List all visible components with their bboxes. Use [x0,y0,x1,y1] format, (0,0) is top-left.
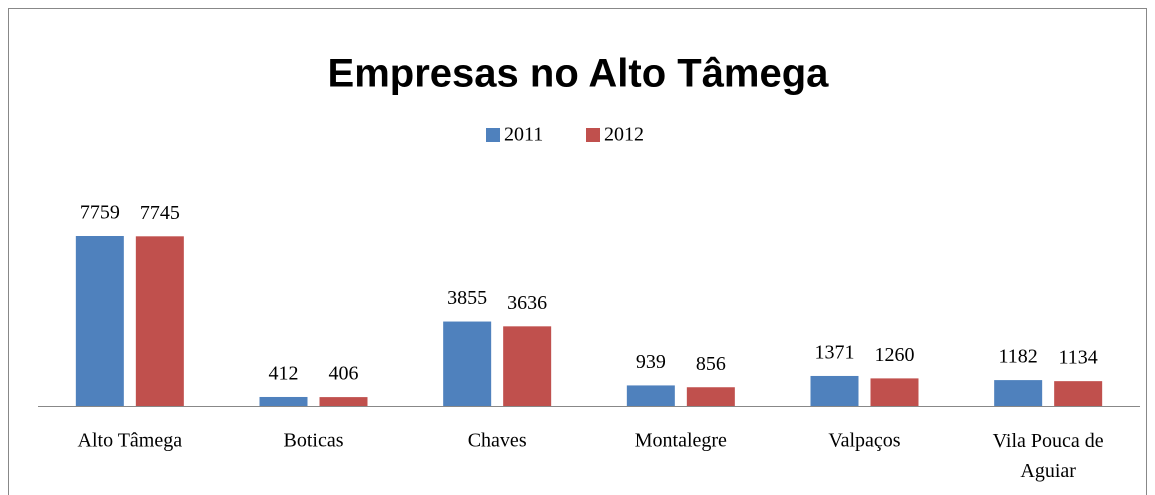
x-tick-label: Boticas [284,430,344,452]
x-tick-label: Chaves [468,430,527,452]
bar [135,236,184,406]
data-label: 1182 [999,346,1038,368]
data-label: 412 [269,363,299,385]
bar [626,385,675,406]
legend-label: 2012 [604,124,644,146]
chart-frame [8,8,1147,495]
bar [319,397,368,406]
data-label: 939 [636,351,666,373]
bar [1054,381,1103,406]
x-tick-label: Montalegre [635,430,727,452]
bar [75,236,124,406]
bar [443,321,492,406]
data-label: 1260 [875,344,915,366]
data-label: 7759 [80,202,120,224]
data-label: 3855 [447,287,487,309]
x-tick-label: Alto Tâmega [78,430,183,452]
data-label: 856 [696,353,726,375]
legend-label: 2011 [504,124,543,146]
bar [259,396,308,406]
data-label: 7745 [140,202,180,224]
bar [994,380,1043,406]
chart-title: Empresas no Alto Tâmega [328,52,830,96]
x-tick-label: Vila Pouca de Aguiar [993,430,1104,482]
data-label: 1134 [1059,347,1098,369]
bar [870,378,919,406]
bar [686,387,735,406]
x-tick-label: Valpaços [828,430,900,452]
legend-swatch [586,128,600,142]
data-label: 3636 [507,292,547,314]
data-label: 1371 [815,342,855,364]
legend-swatch [486,128,500,142]
bar [503,326,552,406]
bar [810,375,859,406]
data-label: 406 [329,363,359,385]
